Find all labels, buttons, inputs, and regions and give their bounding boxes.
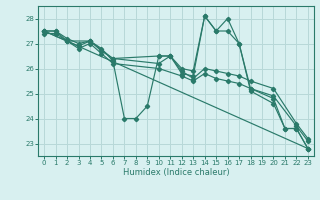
X-axis label: Humidex (Indice chaleur): Humidex (Indice chaleur) [123,168,229,177]
